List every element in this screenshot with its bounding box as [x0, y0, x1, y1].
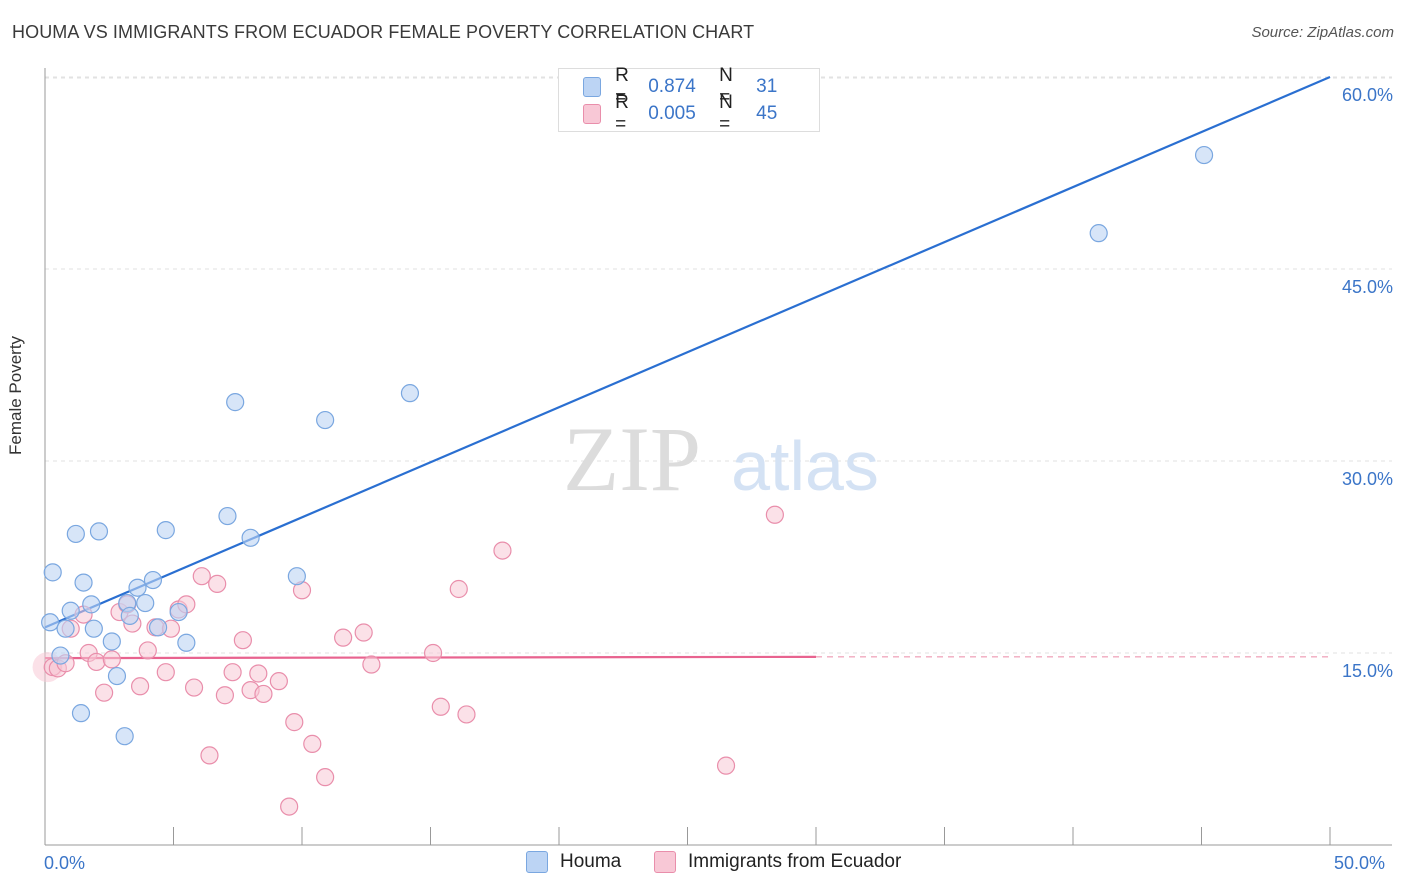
x-max-label: 50.0%: [1334, 853, 1386, 873]
ecuador-point: [200, 746, 219, 765]
ecuador-swatch: [654, 851, 676, 873]
legend-r-value: 0.005: [648, 103, 696, 124]
houma-point: [41, 613, 60, 632]
ecuador-point: [249, 664, 268, 683]
houma-point: [74, 573, 93, 592]
houma-point: [169, 602, 188, 622]
watermark: ZIP atlas: [563, 408, 879, 510]
legend-n-label: N =: [719, 65, 733, 108]
ecuador-point: [449, 579, 468, 599]
ecuador-point: [354, 623, 373, 642]
bottom-legend: Houma Immigrants from Ecuador: [0, 851, 1406, 879]
ecuador-point: [254, 684, 273, 704]
houma-swatch: [526, 851, 548, 873]
legend-row-houma: R = 0.874 N = 31: [583, 65, 819, 108]
ecuador-point: [316, 768, 335, 787]
ecuador-point: [493, 541, 512, 560]
ecuador-point: [87, 652, 106, 672]
ecuador-point: [130, 677, 150, 696]
houma-point: [1194, 145, 1214, 165]
legend-swatch-ecuador: [583, 104, 602, 124]
legend-swatch-houma: [583, 77, 602, 97]
legend-n-value: 45: [756, 103, 778, 124]
houma-point: [84, 619, 103, 638]
ecuador-point: [233, 631, 252, 650]
watermark-zip: ZIP: [563, 408, 701, 510]
trend-lines: [44, 75, 1331, 660]
legend-r-label: R =: [615, 92, 629, 135]
watermark-atlas: atlas: [731, 427, 879, 505]
y-tick-label: 60.0%: [1342, 85, 1393, 105]
houma-point: [51, 646, 70, 665]
ecuador-point: [215, 686, 234, 705]
data-points: [32, 145, 1214, 816]
chart-title: HOUMA VS IMMIGRANTS FROM ECUADOR FEMALE …: [12, 22, 755, 42]
axes: [44, 68, 1392, 846]
houma-point: [148, 618, 168, 637]
houma-point: [56, 619, 75, 638]
correlation-legend: R = 0.874 N = 31 R = 0.005 N = 45: [558, 65, 820, 135]
gridlines: [45, 76, 1392, 654]
houma-label: Houma: [560, 851, 622, 872]
ecuador-point: [334, 628, 353, 647]
ecuador-label: Immigrants from Ecuador: [688, 851, 902, 872]
houma-point: [226, 393, 245, 412]
ecuador-point: [95, 683, 114, 702]
ecuador-point: [102, 650, 121, 669]
ecuador-point: [457, 705, 476, 724]
ecuador-point: [138, 641, 157, 660]
ecuador-point: [208, 574, 227, 593]
houma-point: [107, 666, 127, 686]
source-label: Source: ZipAtlas.com: [1251, 24, 1394, 41]
houma-point: [89, 522, 109, 541]
legend-r-value: 0.874: [648, 76, 696, 97]
bottom-legend-houma[interactable]: Houma: [526, 851, 621, 873]
houma-point: [120, 606, 139, 625]
bottom-legend-ecuador[interactable]: Immigrants from Ecuador: [654, 851, 901, 873]
ecuador-point: [223, 663, 242, 682]
houma-point: [287, 567, 306, 586]
ecuador-point: [156, 663, 175, 682]
ecuador-point: [362, 655, 381, 674]
houma-point: [1089, 224, 1108, 243]
houma-point: [128, 578, 147, 597]
houma-point: [43, 563, 62, 582]
houma-point: [218, 506, 237, 526]
houma-point: [156, 521, 175, 540]
houma-point: [102, 632, 121, 651]
houma-trend-line: [44, 75, 1331, 629]
ecuador-point: [192, 567, 211, 586]
houma-point: [241, 528, 260, 547]
houma-point: [400, 384, 420, 403]
legend-n-label: N =: [719, 92, 733, 135]
legend-r-label: R =: [615, 65, 629, 108]
houma-point: [177, 633, 196, 652]
y-tick-label: 30.0%: [1342, 469, 1393, 489]
ecuador-point: [303, 734, 322, 753]
ecuador-point: [423, 643, 443, 663]
legend-row-ecuador: R = 0.005 N = 45: [583, 92, 819, 135]
ecuador-point: [280, 797, 299, 816]
houma-point: [143, 570, 163, 590]
ecuador-point: [285, 713, 304, 732]
ecuador-point: [716, 756, 736, 775]
legend-n-value: 31: [756, 76, 778, 97]
y-tick-labels: 15.0% 30.0% 45.0% 60.0%: [1342, 85, 1393, 681]
houma-point: [136, 593, 155, 613]
y-tick-label: 15.0%: [1342, 661, 1393, 681]
x-min-label: 0.0%: [44, 853, 86, 873]
houma-point: [115, 727, 134, 746]
houma-point: [61, 601, 80, 620]
y-tick-label: 45.0%: [1342, 277, 1393, 297]
ecuador-point: [431, 697, 450, 716]
houma-point: [71, 704, 91, 723]
houma-point: [66, 524, 85, 544]
ecuador-point: [184, 678, 204, 697]
houma-point: [82, 595, 101, 614]
y-axis-label: Female Poverty: [6, 335, 25, 455]
ecuador-point: [765, 505, 784, 524]
ecuador-point: [269, 672, 288, 691]
houma-point: [316, 410, 335, 430]
